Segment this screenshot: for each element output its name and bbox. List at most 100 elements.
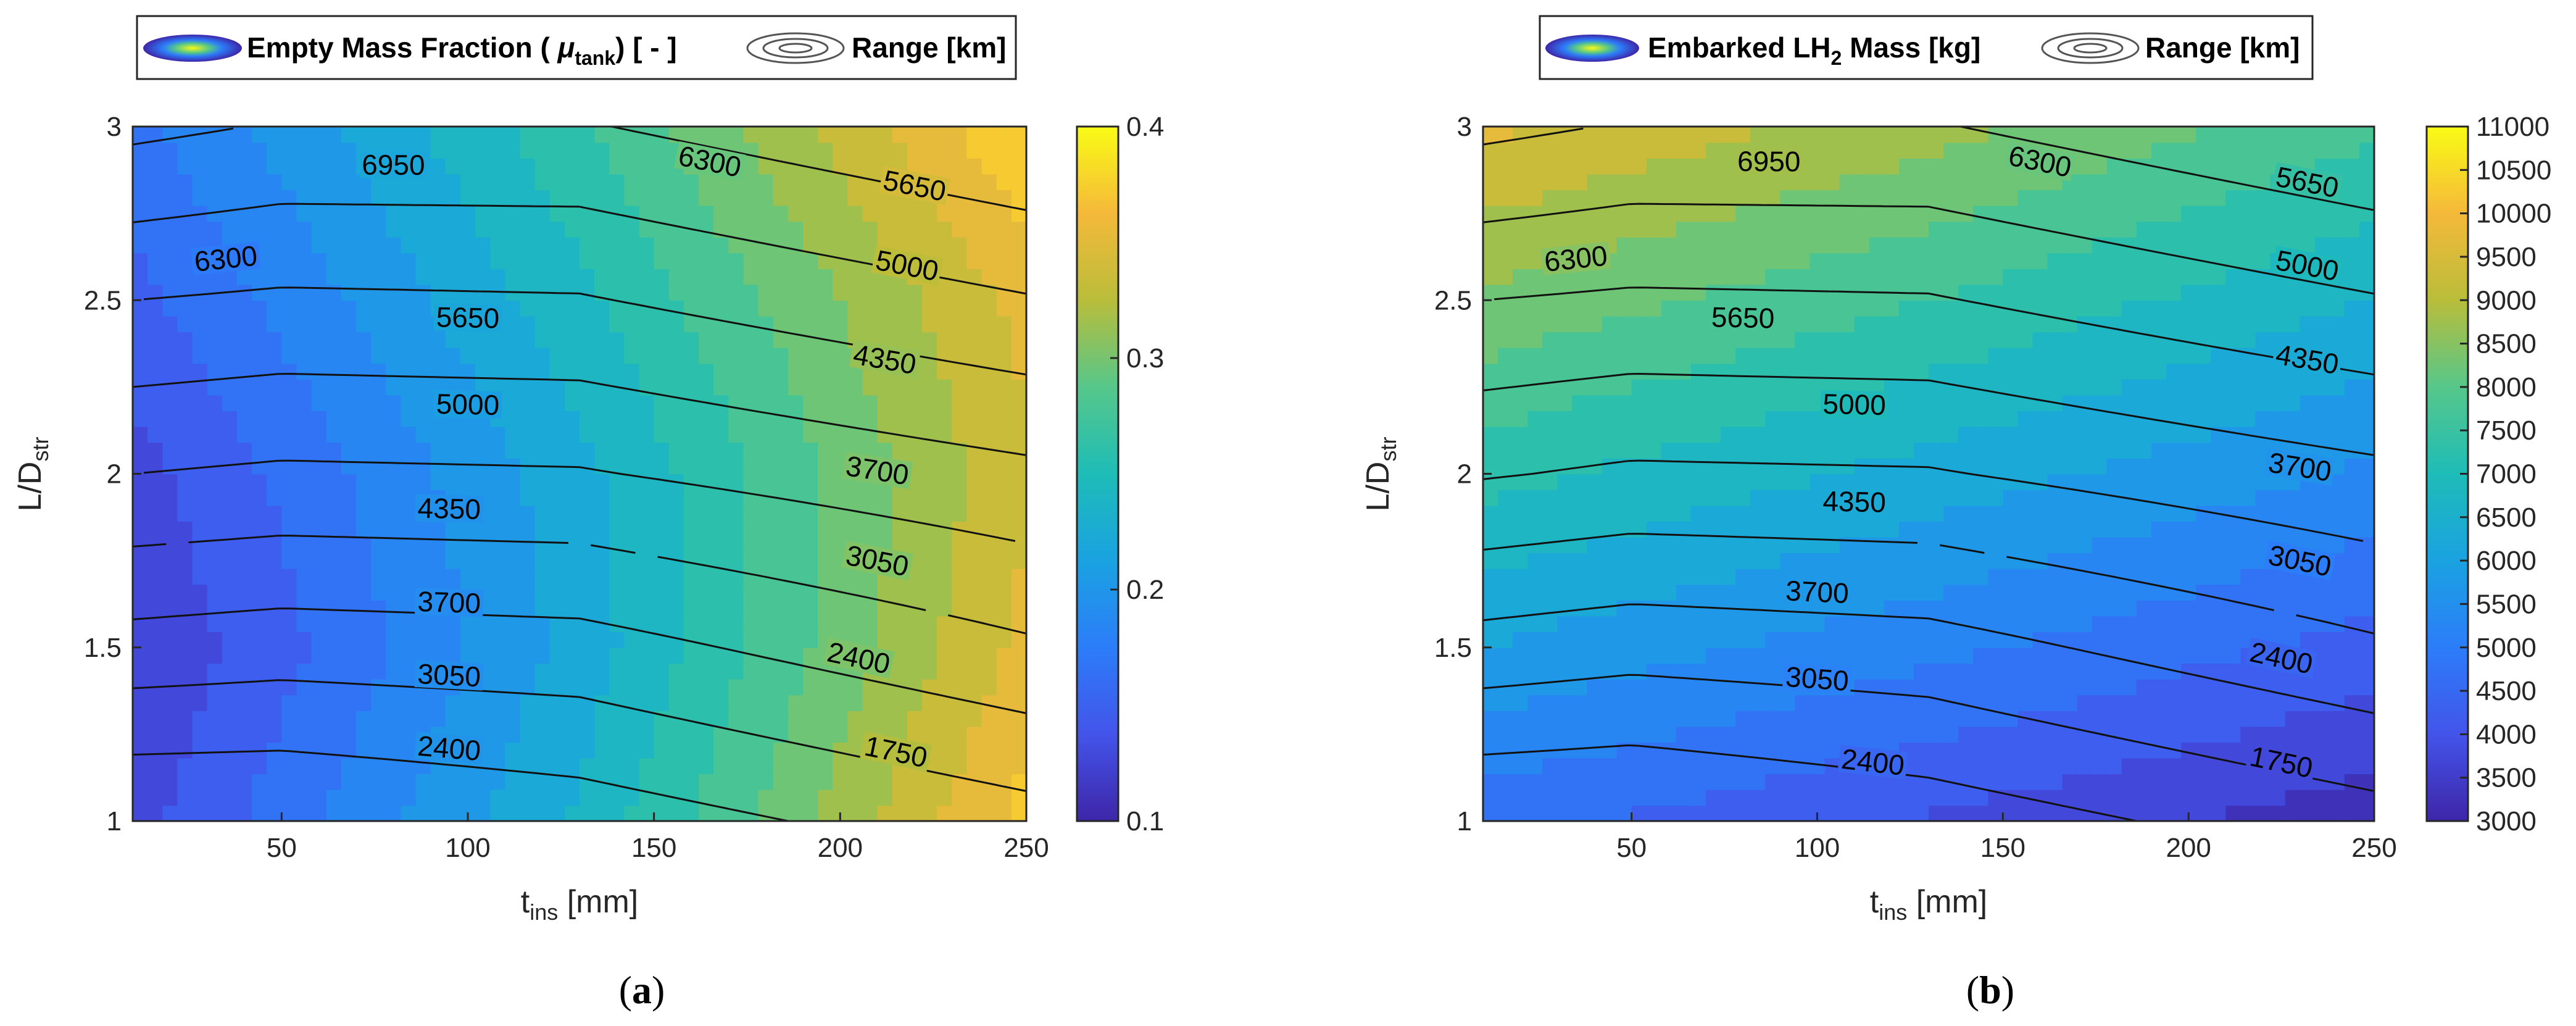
- heatmap-cell: [401, 490, 417, 506]
- heatmap-cell: [1958, 173, 1974, 191]
- heatmap-cell: [549, 347, 565, 364]
- heatmap-cell: [252, 505, 267, 522]
- heatmap-cell: [1602, 742, 1618, 759]
- heatmap-cell: [520, 553, 536, 569]
- heatmap-cell: [1721, 221, 1736, 238]
- heatmap-cell: [2211, 158, 2227, 175]
- heatmap-cell: [490, 757, 506, 775]
- heatmap-cell: [1542, 584, 1558, 601]
- heatmap-cell: [1557, 789, 1573, 806]
- heatmap-cell: [1943, 742, 1959, 759]
- heatmap-cell: [966, 711, 983, 727]
- heatmap-cell: [1572, 315, 1588, 333]
- heatmap-cell: [386, 726, 402, 743]
- heatmap-cell: [415, 457, 431, 475]
- heatmap-cell: [2121, 694, 2137, 711]
- heatmap-cell: [2136, 536, 2152, 554]
- heatmap-cell: [1958, 473, 1974, 490]
- heatmap-cell: [1869, 711, 1885, 727]
- heatmap-cell: [2003, 805, 2019, 822]
- heatmap-cell: [1929, 127, 1944, 143]
- heatmap-cell: [281, 363, 297, 380]
- heatmap-cell: [236, 757, 252, 775]
- heatmap-cell: [1542, 757, 1558, 775]
- heatmap-cell: [1646, 173, 1662, 191]
- heatmap-cell: [1690, 394, 1706, 412]
- heatmap-cell: [937, 426, 953, 443]
- heatmap-cell: [833, 363, 849, 380]
- heatmap-cell: [222, 711, 238, 727]
- heatmap-cell: [341, 300, 357, 317]
- heatmap-cell: [1706, 663, 1721, 680]
- heatmap-cell: [2092, 173, 2108, 191]
- heatmap-cell: [773, 379, 789, 396]
- heatmap-cell: [386, 221, 402, 238]
- heatmap-cell: [177, 284, 193, 301]
- heatmap-cell: [1869, 221, 1885, 238]
- heatmap-cell: [1765, 473, 1781, 490]
- heatmap-cell: [877, 426, 893, 443]
- heatmap-cell: [267, 473, 283, 490]
- heatmap-cell: [2196, 221, 2212, 238]
- heatmap-cell: [1631, 127, 1647, 143]
- heatmap-cell: [371, 332, 387, 348]
- heatmap-cell: [1483, 584, 1498, 601]
- heatmap-cell: [2017, 411, 2034, 427]
- heatmap-cell: [758, 632, 774, 648]
- heatmap-cell: [1765, 536, 1781, 554]
- heatmap-cell: [1498, 142, 1513, 159]
- heatmap-cell: [162, 600, 178, 617]
- heatmap-cell: [252, 600, 267, 617]
- heatmap-cell: [1616, 584, 1632, 601]
- heatmap-cell: [892, 805, 908, 822]
- heatmap-cell: [952, 252, 968, 269]
- heatmap-cell: [2047, 600, 2063, 617]
- heatmap-cell: [1527, 300, 1544, 317]
- heatmap-cell: [2181, 632, 2196, 648]
- heatmap-cell: [1765, 805, 1781, 822]
- heatmap-cell: [281, 142, 297, 159]
- heatmap-cell: [996, 426, 1012, 443]
- heatmap-cell: [2003, 553, 2019, 569]
- heatmap-cell: [1973, 632, 1989, 648]
- heatmap-cell: [326, 457, 342, 475]
- heatmap-cell: [520, 332, 536, 348]
- heatmap-cell: [236, 173, 252, 191]
- heatmap-cell: [1513, 711, 1528, 727]
- heatmap-cell: [296, 726, 312, 743]
- heatmap-cell: [371, 347, 387, 364]
- heatmap-cell: [415, 236, 431, 254]
- heatmap-cell: [2003, 457, 2019, 475]
- x-tick-label: 150: [631, 833, 676, 863]
- heatmap-cell: [2092, 411, 2108, 427]
- heatmap-cell: [773, 521, 789, 538]
- heatmap-cell: [252, 142, 267, 159]
- heatmap-cell: [192, 694, 208, 711]
- heatmap-cell: [2181, 742, 2196, 759]
- heatmap-cell: [787, 315, 804, 333]
- heatmap-cell: [1973, 284, 1989, 301]
- heatmap-cell: [639, 284, 655, 301]
- heatmap-cell: [1572, 205, 1588, 222]
- heatmap-cell: [2196, 600, 2212, 617]
- heatmap-cell: [401, 694, 417, 711]
- heatmap-cell: [580, 774, 595, 790]
- heatmap-cell: [803, 363, 818, 380]
- heatmap-cell: [1824, 521, 1840, 538]
- heatmap-cell: [520, 694, 536, 711]
- heatmap-cell: [922, 347, 937, 364]
- heatmap-cell: [133, 600, 148, 617]
- heatmap-cell: [654, 663, 670, 680]
- heatmap-cell: [236, 190, 252, 206]
- heatmap-cell: [445, 127, 461, 143]
- heatmap-cell: [401, 774, 417, 790]
- heatmap-cell: [847, 190, 863, 206]
- heatmap-cell: [490, 647, 506, 664]
- heatmap-cell: [236, 632, 252, 648]
- heatmap-cell: [1809, 632, 1826, 648]
- heatmap-cell: [2092, 742, 2108, 759]
- heatmap-cell: [162, 394, 178, 412]
- heatmap-cell: [162, 473, 178, 490]
- heatmap-cell: [1011, 536, 1027, 554]
- heatmap-cell: [1513, 584, 1528, 601]
